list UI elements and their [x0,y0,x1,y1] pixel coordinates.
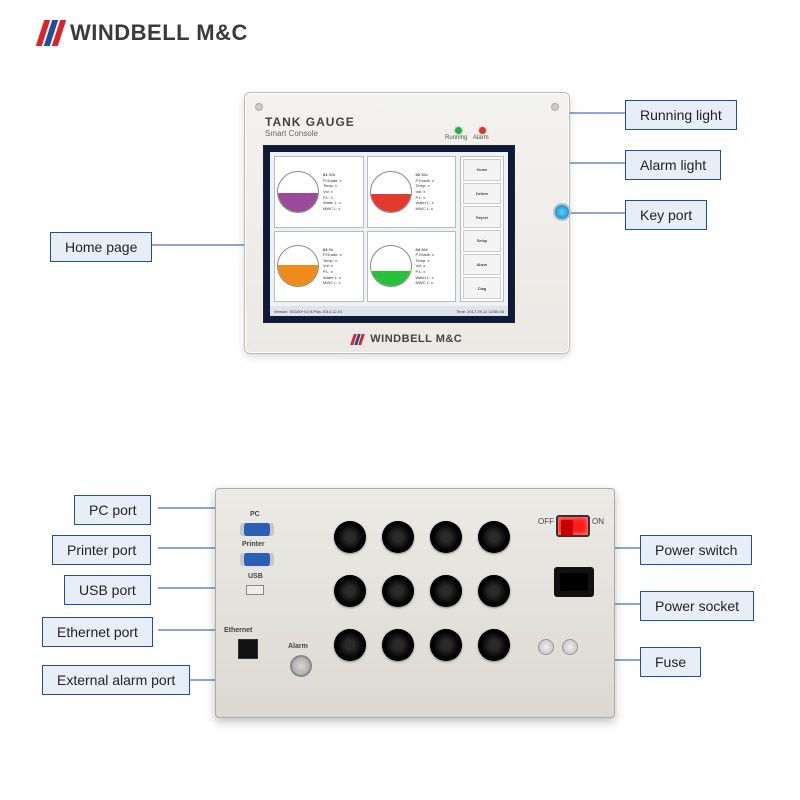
running-led-label: Running [445,135,467,141]
power-socket-icon [554,567,594,597]
tank-tile: 04 98#P.Grade: xTemp: xVol: xP.L: xWater… [367,231,457,303]
label-on: ON [592,517,604,526]
tank-tile: 03 0#P.Grade: xTemp: xVol: xP.L: xWater … [274,231,364,303]
running-led-icon [455,127,462,134]
rear-panel: PC Printer USB Ethernet Alarm OFF ON [215,488,615,718]
callout-running-light: Running light [625,100,737,130]
callout-power-switch: Power switch [640,535,752,565]
alarm-led-label: Alarm [473,135,489,141]
callout-home-page: Home page [50,232,152,262]
alarm-led-icon [479,127,486,134]
brand-bars-icon [40,20,62,46]
usb-port-icon [246,585,264,595]
cable-gland-icon [334,575,366,607]
label-pc: PC [250,511,260,518]
label-usb: USB [248,573,263,580]
sidebar-button: Report [463,206,501,228]
callout-power-socket: Power socket [640,591,754,621]
fuse-cap-1-icon [538,639,554,655]
cable-gland-icon [334,521,366,553]
tank-tile: 01 92#P.Grade: xTemp: xVol: xP.L: xWater… [274,156,364,228]
panel-brand: WINDBELL M&C [245,333,569,345]
ethernet-port-icon [238,639,258,659]
pc-port-icon [244,523,270,536]
cable-gland-icon [382,521,414,553]
callout-external-alarm: External alarm port [42,665,190,695]
callout-key-port: Key port [625,200,707,230]
callout-alarm-light: Alarm light [625,150,721,180]
tank-grid: 01 92#P.Grade: xTemp: xVol: xP.L: xWater… [274,156,456,302]
display-screen: 01 92#P.Grade: xTemp: xVol: xP.L: xWater… [263,145,515,323]
footer-time: Time: 2017-09-11 13:50:43 [456,309,504,314]
panel-subtitle: Smart Console [265,129,318,138]
cable-gland-icon [478,575,510,607]
label-alarm: Alarm [288,643,308,650]
printer-port-icon [244,553,270,566]
sidebar-button: Diag [463,277,501,299]
alarm-port-icon [290,655,312,677]
callout-pc-port: PC port [74,495,151,525]
label-ethernet: Ethernet [224,627,252,634]
panel-brand-text: WINDBELL M&C [370,333,462,345]
callout-fuse: Fuse [640,647,701,677]
cable-gland-icon [430,629,462,661]
cable-gland-icon [478,629,510,661]
callout-printer-port: Printer port [52,535,151,565]
callout-ethernet-port: Ethernet port [42,617,153,647]
cable-gland-icon [430,521,462,553]
cable-gland-icon [382,575,414,607]
panel-title: TANK GAUGE [265,115,355,129]
brand-logo: WINDBELL M&C [40,20,248,46]
key-port-icon [553,203,571,221]
sidebar-button: Home [463,159,501,181]
tank-tile: 02 95#P.Grade: xTemp: xVol: xP.L: xWater… [367,156,457,228]
brand-name: WINDBELL M&C [70,20,248,46]
power-switch-icon [556,515,590,537]
footer-version: Version: SS100+V2.9.Plus 2014.12.01 [274,309,342,314]
cable-gland-icon [382,629,414,661]
sidebar-button: Deliver [463,183,501,205]
label-off: OFF [538,517,554,526]
sidebar-button: Alarm [463,254,501,276]
front-panel: TANK GAUGE Smart Console Running Alarm 0… [244,92,570,354]
cable-gland-icon [334,629,366,661]
fuse-cap-2-icon [562,639,578,655]
label-printer: Printer [242,541,265,548]
screen-sidebar: HomeDeliverReportSetupAlarmDiag [460,156,504,302]
cable-gland-icon [478,521,510,553]
sidebar-button: Setup [463,230,501,252]
cable-gland-icon [430,575,462,607]
callout-usb-port: USB port [64,575,151,605]
